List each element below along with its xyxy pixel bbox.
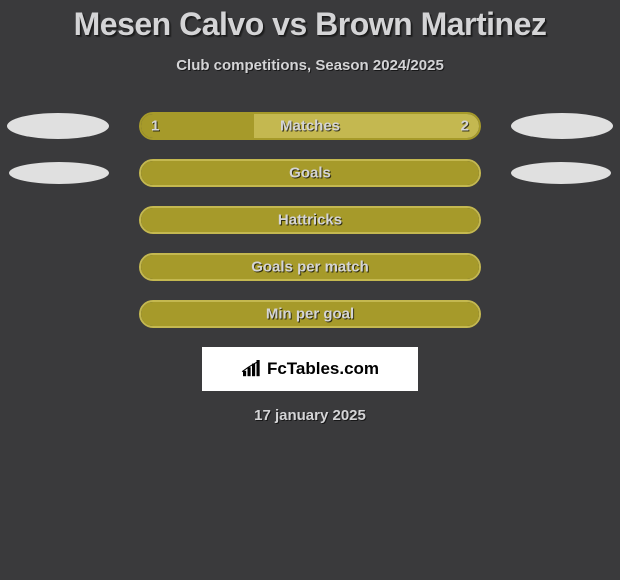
stat-value-left: 1: [151, 118, 159, 135]
stat-bar: Hattricks: [139, 206, 481, 234]
stat-label: Min per goal: [266, 306, 354, 323]
stat-row: Hattricks: [0, 206, 620, 234]
stat-row: Goals: [0, 159, 620, 187]
stat-row: Min per goal: [0, 300, 620, 328]
stat-label: Matches: [280, 118, 340, 135]
player-badge-right: [511, 113, 613, 139]
stat-row: Matches 1 2: [0, 112, 620, 140]
stat-row: Goals per match: [0, 253, 620, 281]
stat-bar: Matches 1 2: [139, 112, 481, 140]
player-badge-left: [7, 113, 109, 139]
date-label: 17 january 2025: [0, 407, 620, 424]
stat-bar: Goals per match: [139, 253, 481, 281]
stat-label: Goals: [289, 165, 331, 182]
stat-rows: Matches 1 2 Goals Hattricks Goals per match Mi…: [0, 112, 620, 328]
stat-label: Hattricks: [278, 212, 342, 229]
stat-bar: Goals: [139, 159, 481, 187]
brand-box: FcTables.com: [202, 347, 418, 391]
stat-label: Goals per match: [251, 259, 369, 276]
stat-bar: Min per goal: [139, 300, 481, 328]
page-title: Mesen Calvo vs Brown Martinez: [0, 6, 620, 43]
comparison-infographic: Mesen Calvo vs Brown Martinez Club compe…: [0, 0, 620, 424]
stat-value-right: 2: [461, 118, 469, 135]
subtitle: Club competitions, Season 2024/2025: [0, 57, 620, 74]
brand-label: FcTables.com: [267, 359, 379, 379]
player-badge-left: [9, 162, 109, 184]
player-badge-right: [511, 162, 611, 184]
chart-icon: [241, 360, 263, 378]
